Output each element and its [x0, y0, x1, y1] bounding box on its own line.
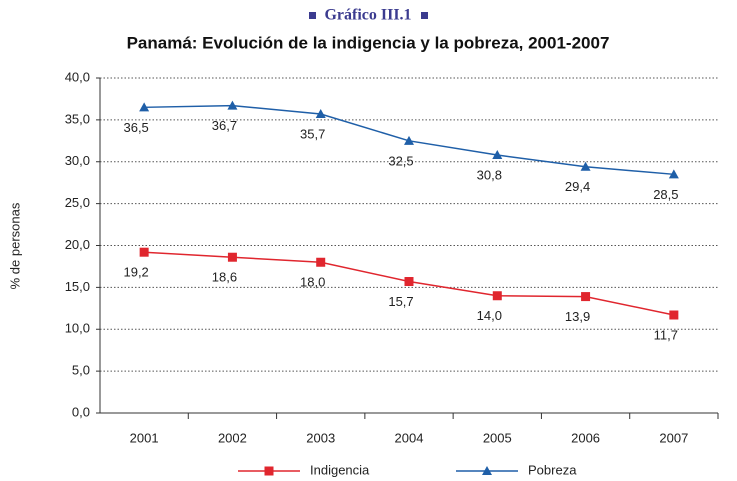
y-tick-label: 30,0 — [65, 153, 90, 168]
point — [139, 102, 150, 112]
x-tick-label: 2006 — [571, 430, 600, 445]
chart-title: Panamá: Evolución de la indigencia y la … — [127, 33, 610, 52]
data-label: 19,2 — [123, 265, 148, 280]
data-label: 18,0 — [300, 275, 325, 290]
point — [669, 310, 679, 320]
point — [264, 466, 274, 476]
y-tick-label: 10,0 — [65, 321, 90, 336]
y-tick-label: 15,0 — [65, 279, 90, 294]
point — [227, 252, 237, 262]
data-label: 28,5 — [653, 187, 678, 202]
x-tick-label: 2001 — [130, 430, 159, 445]
x-tick-label: 2003 — [306, 430, 335, 445]
point — [316, 257, 326, 267]
title-ornament — [309, 12, 316, 19]
point — [139, 247, 149, 257]
x-tick-label: 2005 — [483, 430, 512, 445]
title-ornament — [421, 12, 428, 19]
chart-supertitle: Gráfico III.1 — [324, 7, 411, 24]
data-label: 32,5 — [388, 153, 413, 168]
y-tick-label: 35,0 — [65, 111, 90, 126]
y-tick-label: 20,0 — [65, 237, 90, 252]
y-tick-label: 25,0 — [65, 195, 90, 210]
data-label: 36,5 — [123, 120, 148, 135]
y-tick-label: 5,0 — [72, 363, 90, 378]
y-axis-label: % de personas — [7, 202, 22, 289]
point — [492, 150, 503, 160]
point — [492, 291, 502, 301]
legend-label: Pobreza — [528, 462, 577, 477]
point — [315, 109, 326, 119]
data-label: 30,8 — [477, 167, 502, 182]
point — [581, 292, 591, 302]
point — [580, 161, 591, 171]
x-tick-label: 2004 — [395, 430, 424, 445]
x-tick-label: 2007 — [659, 430, 688, 445]
data-label: 13,9 — [565, 309, 590, 324]
y-tick-label: 0,0 — [72, 404, 90, 419]
legend-label: Indigencia — [310, 462, 370, 477]
point — [404, 135, 414, 145]
data-label: 18,6 — [212, 270, 237, 285]
data-label: 14,0 — [477, 308, 502, 323]
point — [404, 277, 414, 287]
point — [482, 466, 492, 475]
y-tick-label: 40,0 — [65, 69, 90, 84]
point — [668, 169, 679, 179]
x-tick-label: 2002 — [218, 430, 247, 445]
data-label: 15,7 — [388, 294, 413, 309]
data-label: 36,7 — [212, 118, 237, 133]
data-label: 29,4 — [565, 179, 590, 194]
data-label: 11,7 — [654, 327, 678, 342]
data-label: 35,7 — [300, 126, 325, 141]
point — [227, 100, 238, 110]
